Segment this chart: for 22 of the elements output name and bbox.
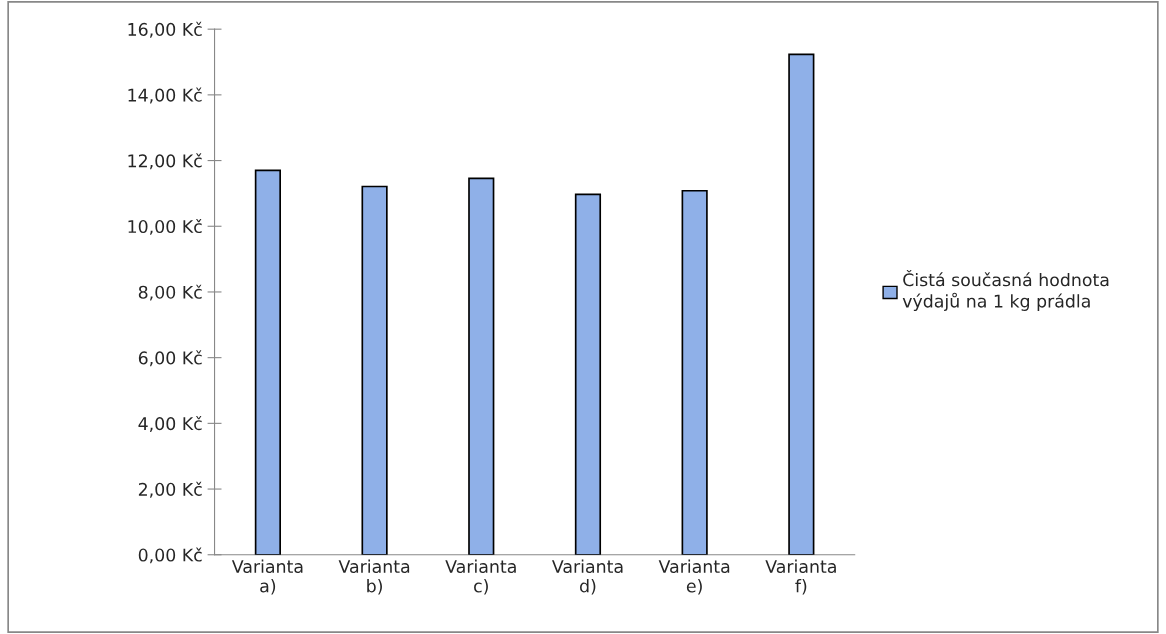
x-tick-label: Varianta b) xyxy=(338,559,410,595)
y-tick-label: 10,00 Kč xyxy=(128,218,202,235)
y-tick-label: 0,00 Kč xyxy=(138,547,202,564)
bar xyxy=(468,177,495,555)
bar xyxy=(788,53,815,555)
bar xyxy=(254,169,281,555)
y-tick-label: 12,00 Kč xyxy=(128,153,202,170)
y-tick-label: 8,00 Kč xyxy=(138,284,202,301)
x-tick-label: Varianta f) xyxy=(765,559,836,595)
bar xyxy=(574,193,602,555)
x-tick-label: Varianta c) xyxy=(445,559,516,595)
bar xyxy=(361,185,388,555)
y-tick-label: 14,00 Kč xyxy=(128,87,202,104)
legend-label: Čistá současná hodnota výdajů na 1 kg prádla xyxy=(902,270,1109,311)
bar xyxy=(681,189,708,555)
y-tick-label: 6,00 Kč xyxy=(138,350,202,367)
x-tick-label: Varianta e) xyxy=(658,559,730,595)
y-tick-label: 16,00 Kč xyxy=(128,21,202,38)
y-tick-label: 2,00 Kč xyxy=(138,481,202,498)
x-tick-label: Varianta d) xyxy=(551,559,623,595)
y-tick-label: 4,00 Kč xyxy=(138,416,202,432)
x-tick-label: Varianta a) xyxy=(231,559,303,595)
